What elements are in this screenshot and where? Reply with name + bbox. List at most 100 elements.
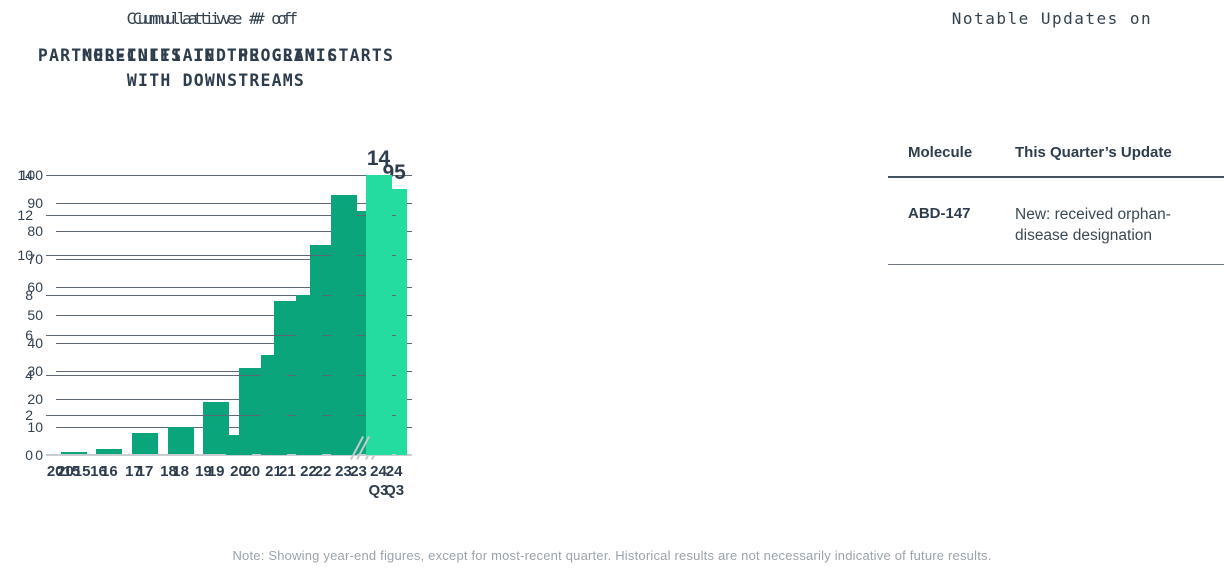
x-tick-label: 16 — [81, 462, 116, 500]
bar-20 — [225, 435, 252, 455]
gridline — [46, 415, 396, 416]
gridline — [46, 215, 396, 216]
y-tick-label: 60 — [27, 279, 43, 295]
update-cell: New: received orphan-disease designation — [1015, 206, 1171, 244]
updates-table: Molecule This Quarter’s Update ABD-147 Ne… — [880, 138, 1224, 265]
gridline — [56, 287, 412, 288]
x-tick-year: 16 — [90, 463, 107, 480]
x-tick-label: 24 Q3 — [376, 462, 412, 500]
gridline — [46, 335, 396, 336]
x-tick-year: 17 — [125, 463, 142, 480]
bar-slot-22 — [291, 175, 326, 455]
gridline — [46, 375, 396, 376]
x-tick-label: 2015 — [46, 462, 81, 500]
x-tick-label: 22 — [291, 462, 326, 500]
x-tick-label: 19 — [198, 462, 234, 500]
gridline — [56, 203, 412, 204]
bar-slot-19 — [198, 175, 234, 455]
table-row: ABD-147 New: received orphan-disease desi… — [880, 178, 1224, 264]
chart-title-prefix: Cumulative # of — [126, 9, 294, 28]
gridline — [56, 231, 412, 232]
table-bottom-divider — [888, 264, 1224, 265]
x-tick-year: 18 — [172, 463, 189, 480]
bars-group: 14 — [46, 148, 396, 455]
x-tick-year: 23 — [335, 463, 352, 480]
bar-slot-24: 14 — [361, 148, 396, 455]
x-tick-year: 22 — [300, 463, 317, 480]
x-tick-label: 21 — [256, 462, 291, 500]
x-tick-label: 24 Q3 — [361, 462, 396, 500]
x-tick-label: 21 — [270, 462, 306, 500]
x-tick-label: 20 — [234, 462, 270, 500]
y-axis: 0 2 4 6 8 10 12 14 — [0, 167, 33, 463]
x-tick-label: 23 — [326, 462, 361, 500]
chart-title: PARTNER-INITIATED PROGRAM STARTS WITH DO… — [37, 46, 395, 90]
y-tick-label: 40 — [27, 335, 43, 351]
footnote: Note: Showing year-end figures, except f… — [232, 548, 992, 563]
x-tick-label: 17 — [127, 462, 163, 500]
gridline — [56, 371, 412, 372]
x-tick-year: 24 — [370, 463, 387, 480]
x-tick-year: 21 — [265, 463, 282, 480]
gridline — [56, 343, 412, 344]
x-tick-year: 24 — [385, 463, 403, 480]
bar-slot-18 — [163, 175, 199, 455]
bar-slot-2015 — [46, 175, 81, 455]
y-tick-label: 2 — [25, 407, 33, 423]
y-tick-label: 0 — [35, 447, 43, 463]
y-tick-label: 10 — [27, 419, 43, 435]
x-tick-label: 17 — [116, 462, 151, 500]
bar-19 — [203, 401, 230, 455]
x-tick-year: 2015 — [46, 463, 81, 480]
x-tick-year: 22 — [314, 463, 332, 480]
notable-updates-panel: Notable Updates on Molecule This Quarter… — [880, 0, 1224, 520]
chart-title: MOLECULES IN THE CLINIC — [81, 46, 339, 65]
y-tick-label: 4 — [25, 367, 33, 383]
molecule-column-header: Molecule — [908, 144, 973, 161]
y-tick-label: 80 — [27, 223, 43, 239]
bar-21 — [260, 355, 287, 455]
y-tick-label: 12 — [17, 207, 33, 223]
gridline — [46, 255, 396, 256]
x-tick-label: 16 — [92, 462, 128, 500]
y-tick-label: 14 — [17, 167, 33, 183]
gridline — [46, 175, 396, 176]
plot-area: 14 — [46, 148, 396, 460]
x-tick-quarter: Q3 — [384, 482, 405, 499]
x-tick-year: 17 — [136, 463, 154, 480]
x-tick-year: 23 — [350, 463, 367, 480]
bar-17 — [131, 432, 158, 455]
x-axis: 2015 16 17 18 19 20 21 22 23 24 Q3 — [46, 462, 396, 500]
bar-24-q3 — [365, 175, 392, 455]
y-tick-label: 6 — [25, 327, 33, 343]
gridline — [56, 259, 412, 260]
axis-break-icon — [350, 435, 370, 465]
table-header-row: Molecule This Quarter’s Update — [880, 138, 1224, 176]
y-tick-label: 0 — [25, 447, 33, 463]
bar-slot-16 — [81, 175, 116, 455]
bar-slot-17 — [116, 175, 151, 455]
x-tick-year: 20 — [243, 463, 261, 480]
bar-22 — [295, 295, 322, 455]
y-tick-label: 70 — [27, 251, 43, 267]
molecules-in-clinic-chart: Cumulative # of MOLECULES IN THE CLINIC … — [0, 0, 420, 520]
bar-slot-19 — [186, 175, 221, 455]
update-column-header: This Quarter’s Update — [1015, 144, 1172, 161]
x-tick-year: 18 — [160, 463, 177, 480]
x-tick-label: 22 — [305, 462, 341, 500]
x-axis-line — [46, 454, 396, 456]
bar-2015 — [60, 452, 87, 455]
x-tick-quarter: Q3 — [368, 482, 389, 499]
bar-slot-2015 — [56, 175, 92, 455]
y-tick-label: 100 — [19, 167, 43, 183]
x-tick-year: 2015 — [57, 463, 91, 480]
table-body: ABD-147 New: received orphan-disease desi… — [880, 178, 1224, 264]
bar-slot-20 — [221, 175, 256, 455]
chart-title-prefix: Cumulative # of — [132, 9, 300, 28]
y-tick-label: 8 — [25, 287, 33, 303]
bar-value-label: 14 — [366, 147, 391, 170]
x-tick-label: 20 — [221, 462, 256, 500]
x-axis: 2015 16 17 18 19 20 21 22 23 24 Q3 — [56, 462, 412, 500]
bar-16 — [96, 449, 123, 455]
x-tick-year: 16 — [101, 463, 118, 480]
